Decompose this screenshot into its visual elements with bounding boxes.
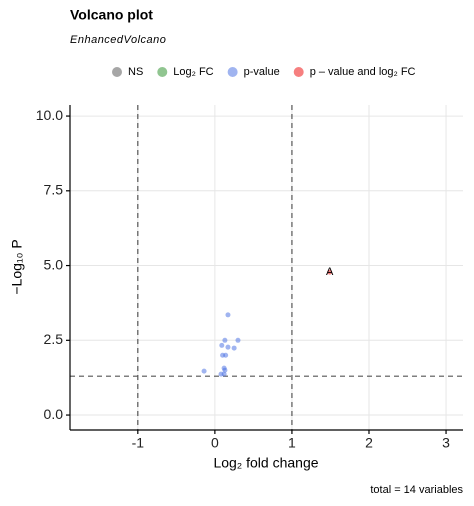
point <box>222 367 228 373</box>
point <box>221 371 227 377</box>
legend-marker <box>112 67 122 77</box>
point-label: A <box>326 266 334 278</box>
legend-label: p – value and log₂ FC <box>310 66 416 78</box>
chart-subtitle: EnhancedVolcano <box>70 34 166 46</box>
legend-label: p-value <box>244 66 280 78</box>
point <box>235 337 241 343</box>
x-tick-label: -1 <box>132 435 145 451</box>
point <box>225 312 231 318</box>
y-tick-label: 0.0 <box>44 406 64 422</box>
legend-marker <box>227 67 238 77</box>
point <box>219 342 225 348</box>
point <box>222 337 228 343</box>
x-tick-label: 3 <box>442 435 450 451</box>
y-tick-label: 7.5 <box>44 182 64 198</box>
legend-label: Log₂ FC <box>173 66 213 78</box>
x-tick-label: 0 <box>211 435 219 451</box>
chart-title: Volcano plot <box>70 7 153 23</box>
y-tick-label: 10.0 <box>36 107 63 123</box>
x-tick-label: 1 <box>288 435 296 451</box>
legend-marker <box>293 67 304 77</box>
y-tick-label: 5.0 <box>44 256 64 272</box>
point <box>201 368 207 374</box>
point <box>231 345 237 351</box>
point <box>223 352 229 358</box>
legend-marker <box>157 67 168 77</box>
x-axis-label: Log₂ fold change <box>213 455 318 471</box>
point <box>225 344 231 350</box>
caption: total = 14 variables <box>370 484 463 496</box>
y-axis-label: −Log₁₀ P <box>9 239 25 294</box>
y-tick-label: 2.5 <box>44 331 64 347</box>
legend-label: NS <box>128 66 143 78</box>
x-tick-label: 2 <box>365 435 373 451</box>
point <box>327 269 333 275</box>
